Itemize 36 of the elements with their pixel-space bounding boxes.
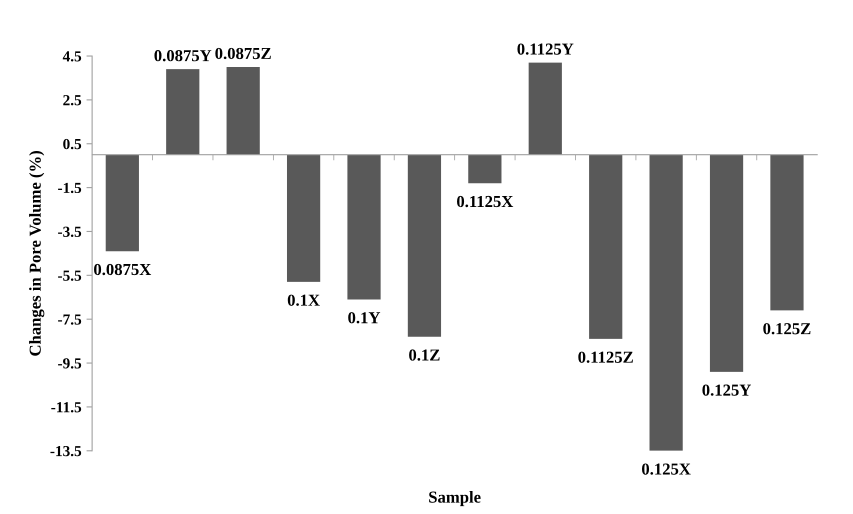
x-tick-label: 0.0875X bbox=[94, 264, 152, 276]
y-axis-title: Changes in Pore Volume (%) bbox=[29, 151, 44, 356]
x-tick-label: 0.125Z bbox=[763, 323, 810, 334]
x-tick-label: 0.1Z bbox=[409, 349, 440, 361]
x-tick-label: 0.1125X bbox=[457, 196, 514, 208]
y-tick-label: -11.5 bbox=[51, 402, 82, 412]
y-tick-label: -7.5 bbox=[58, 314, 82, 325]
bar bbox=[226, 66, 260, 155]
y-tick-label: 0.5 bbox=[63, 138, 82, 150]
x-tick-label: 0.125X bbox=[642, 463, 691, 475]
y-tick-label: -13.5 bbox=[50, 446, 82, 456]
x-tick-label: 0.1Y bbox=[348, 312, 380, 324]
bar bbox=[166, 69, 200, 155]
y-tick-label: -9.5 bbox=[58, 358, 82, 369]
bar bbox=[347, 154, 381, 300]
bar bbox=[650, 154, 683, 451]
bar bbox=[286, 154, 320, 282]
y-tick-label: -1.5 bbox=[58, 182, 82, 194]
x-axis-title: Sample bbox=[429, 491, 481, 506]
x-tick-label: 0.1X bbox=[288, 294, 320, 306]
bar bbox=[106, 154, 139, 252]
bar bbox=[770, 154, 804, 310]
y-tick-label: -3.5 bbox=[58, 226, 82, 237]
bar bbox=[589, 154, 622, 339]
y-tick-label: 2.5 bbox=[63, 95, 82, 106]
bar bbox=[710, 154, 744, 372]
bar bbox=[408, 154, 442, 337]
y-tick-label: -5.5 bbox=[58, 270, 82, 281]
x-tick-label: 0.1125Y bbox=[517, 43, 574, 55]
x-tick-label: 0.0875Y bbox=[154, 50, 212, 62]
bar bbox=[528, 62, 562, 155]
x-tick-label: 0.125Y bbox=[702, 384, 751, 396]
x-tick-label: 0.1125Z bbox=[578, 352, 633, 363]
y-tick-label: 4.5 bbox=[62, 51, 82, 62]
bar bbox=[468, 154, 502, 184]
x-tick-label: 0.0875Z bbox=[215, 48, 271, 60]
